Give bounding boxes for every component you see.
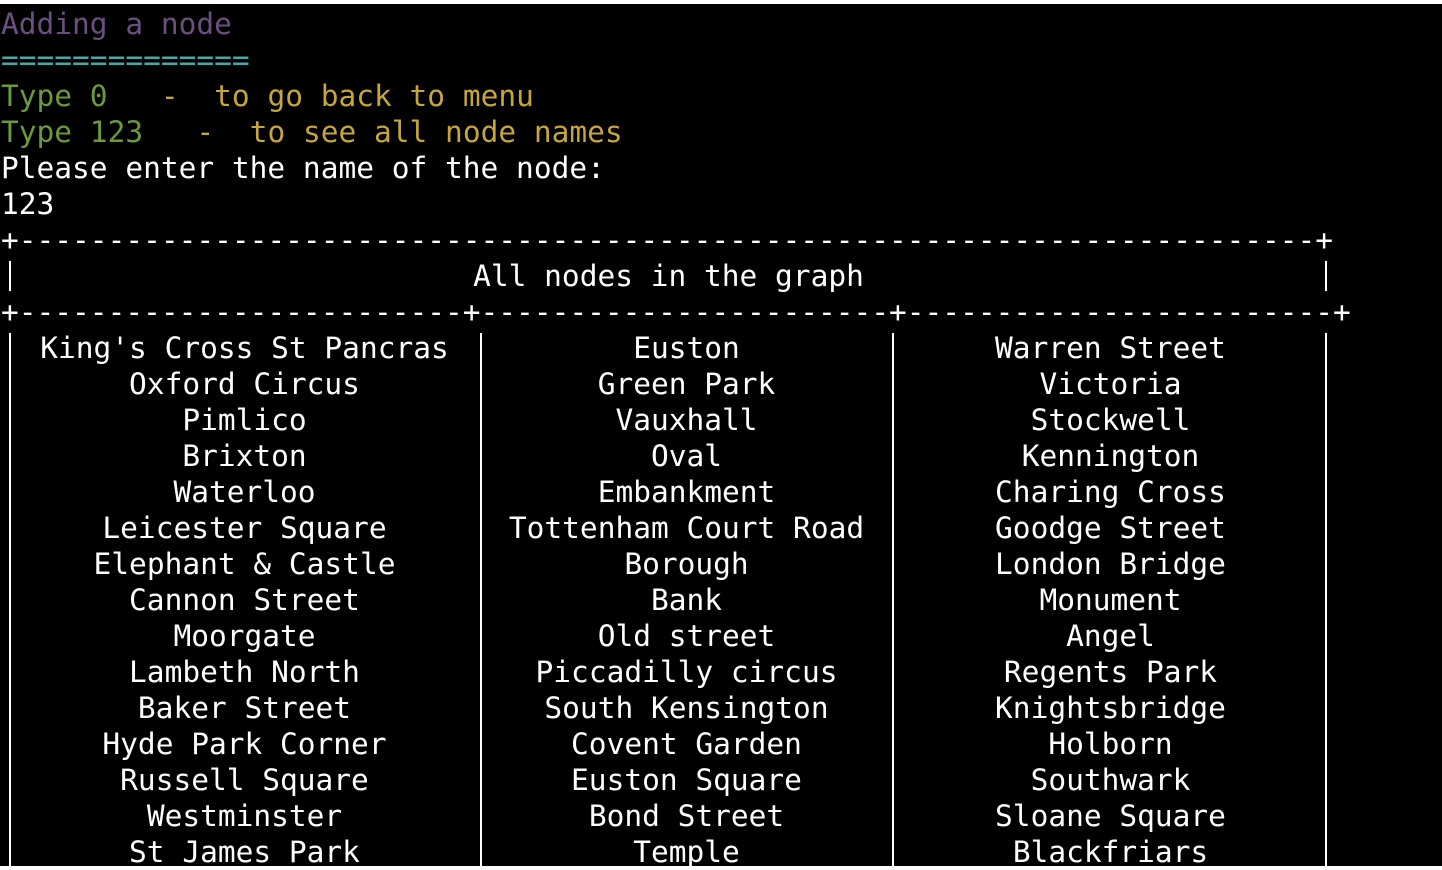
- hint-dash: -: [196, 115, 215, 149]
- title-underline: ==============: [1, 43, 250, 77]
- node-name-cell: Baker Street: [137, 691, 352, 725]
- hint-dash: -: [160, 79, 179, 113]
- node-name-cell: Russell Square: [120, 763, 369, 797]
- table-column-border: [9, 333, 11, 866]
- hint-back-to-menu: Type 0 - to go back to menu: [1, 78, 534, 114]
- table-right-border-title: [1325, 261, 1327, 291]
- node-name-cell: Piccadilly circus: [535, 655, 838, 689]
- node-name-cell: Angel: [1066, 619, 1155, 653]
- node-name-cell: Blackfriars: [1012, 835, 1209, 866]
- hint-description: to go back to menu: [214, 79, 534, 113]
- hint-key: Type 0: [1, 79, 108, 113]
- table-title: All nodes in the graph: [473, 259, 864, 293]
- hint-description: to see all node names: [249, 115, 623, 149]
- node-name-cell: Monument: [1039, 583, 1182, 617]
- node-name-cell: Cannon Street: [129, 583, 360, 617]
- table-column-border: [1325, 333, 1327, 866]
- node-name-cell: Oxford Circus: [129, 367, 360, 401]
- node-name-cell: St James Park: [129, 835, 360, 866]
- node-name-cell: Goodge Street: [995, 511, 1226, 545]
- node-name-cell: Old street: [597, 619, 776, 653]
- hint-key: Type 123: [1, 115, 144, 149]
- input-prompt: Please enter the name of the node:: [1, 151, 605, 185]
- node-name-cell: Warren Street: [995, 331, 1226, 365]
- node-name-cell: Bond Street: [588, 799, 785, 833]
- node-name-cell: Pimlico: [182, 403, 307, 437]
- node-name-cell: Moorgate: [173, 619, 316, 653]
- table-left-border-title: [9, 261, 11, 291]
- node-name-cell: King's Cross St Pancras: [40, 331, 449, 365]
- node-name-cell: Regents Park: [1003, 655, 1218, 689]
- node-name-cell: Oval: [650, 439, 723, 473]
- node-name-cell: Hyde Park Corner: [102, 727, 387, 761]
- node-name-cell: London Bridge: [995, 547, 1226, 581]
- node-name-cell: Knightsbridge: [995, 691, 1226, 725]
- table-border-header: +-------------------------+-------------…: [1, 295, 1351, 329]
- node-name-cell: Charing Cross: [995, 475, 1226, 509]
- node-name-cell: Brixton: [182, 439, 307, 473]
- node-name-cell: Vauxhall: [615, 403, 758, 437]
- hint-see-all-nodes: Type 123 - to see all node names: [1, 114, 623, 150]
- terminal-window: Adding a node ============== Type 0 - to…: [0, 4, 1442, 866]
- node-name-cell: Covent Garden: [571, 727, 802, 761]
- node-name-cell: Elephant & Castle: [93, 547, 396, 581]
- node-name-cell: Leicester Square: [102, 511, 387, 545]
- node-name-cell: Lambeth North: [129, 655, 360, 689]
- node-name-cell: Bank: [650, 583, 723, 617]
- node-name-cell: Westminster: [146, 799, 343, 833]
- node-name-cell: Victoria: [1039, 367, 1182, 401]
- node-name-cell: Green Park: [597, 367, 776, 401]
- screen-title: Adding a node: [1, 7, 232, 41]
- node-name-cell: Euston: [633, 331, 740, 365]
- table-border-top: +---------------------------------------…: [1, 223, 1334, 257]
- node-name-cell: Embankment: [597, 475, 776, 509]
- node-name-cell: Holborn: [1048, 727, 1173, 761]
- node-name-cell: Euston Square: [571, 763, 802, 797]
- node-name-cell: Tottenham Court Road: [508, 511, 865, 545]
- table-column-border: [480, 333, 482, 866]
- table-column-border: [892, 333, 894, 866]
- node-name-cell: Waterloo: [173, 475, 316, 509]
- command-input[interactable]: 123: [1, 187, 55, 221]
- node-name-cell: Southwark: [1030, 763, 1191, 797]
- node-name-cell: Kennington: [1021, 439, 1200, 473]
- node-name-cell: Stockwell: [1030, 403, 1191, 437]
- node-name-cell: South Kensington: [544, 691, 829, 725]
- node-name-cell: Sloane Square: [995, 799, 1226, 833]
- node-name-cell: Borough: [624, 547, 749, 581]
- node-name-cell: Temple: [633, 835, 740, 866]
